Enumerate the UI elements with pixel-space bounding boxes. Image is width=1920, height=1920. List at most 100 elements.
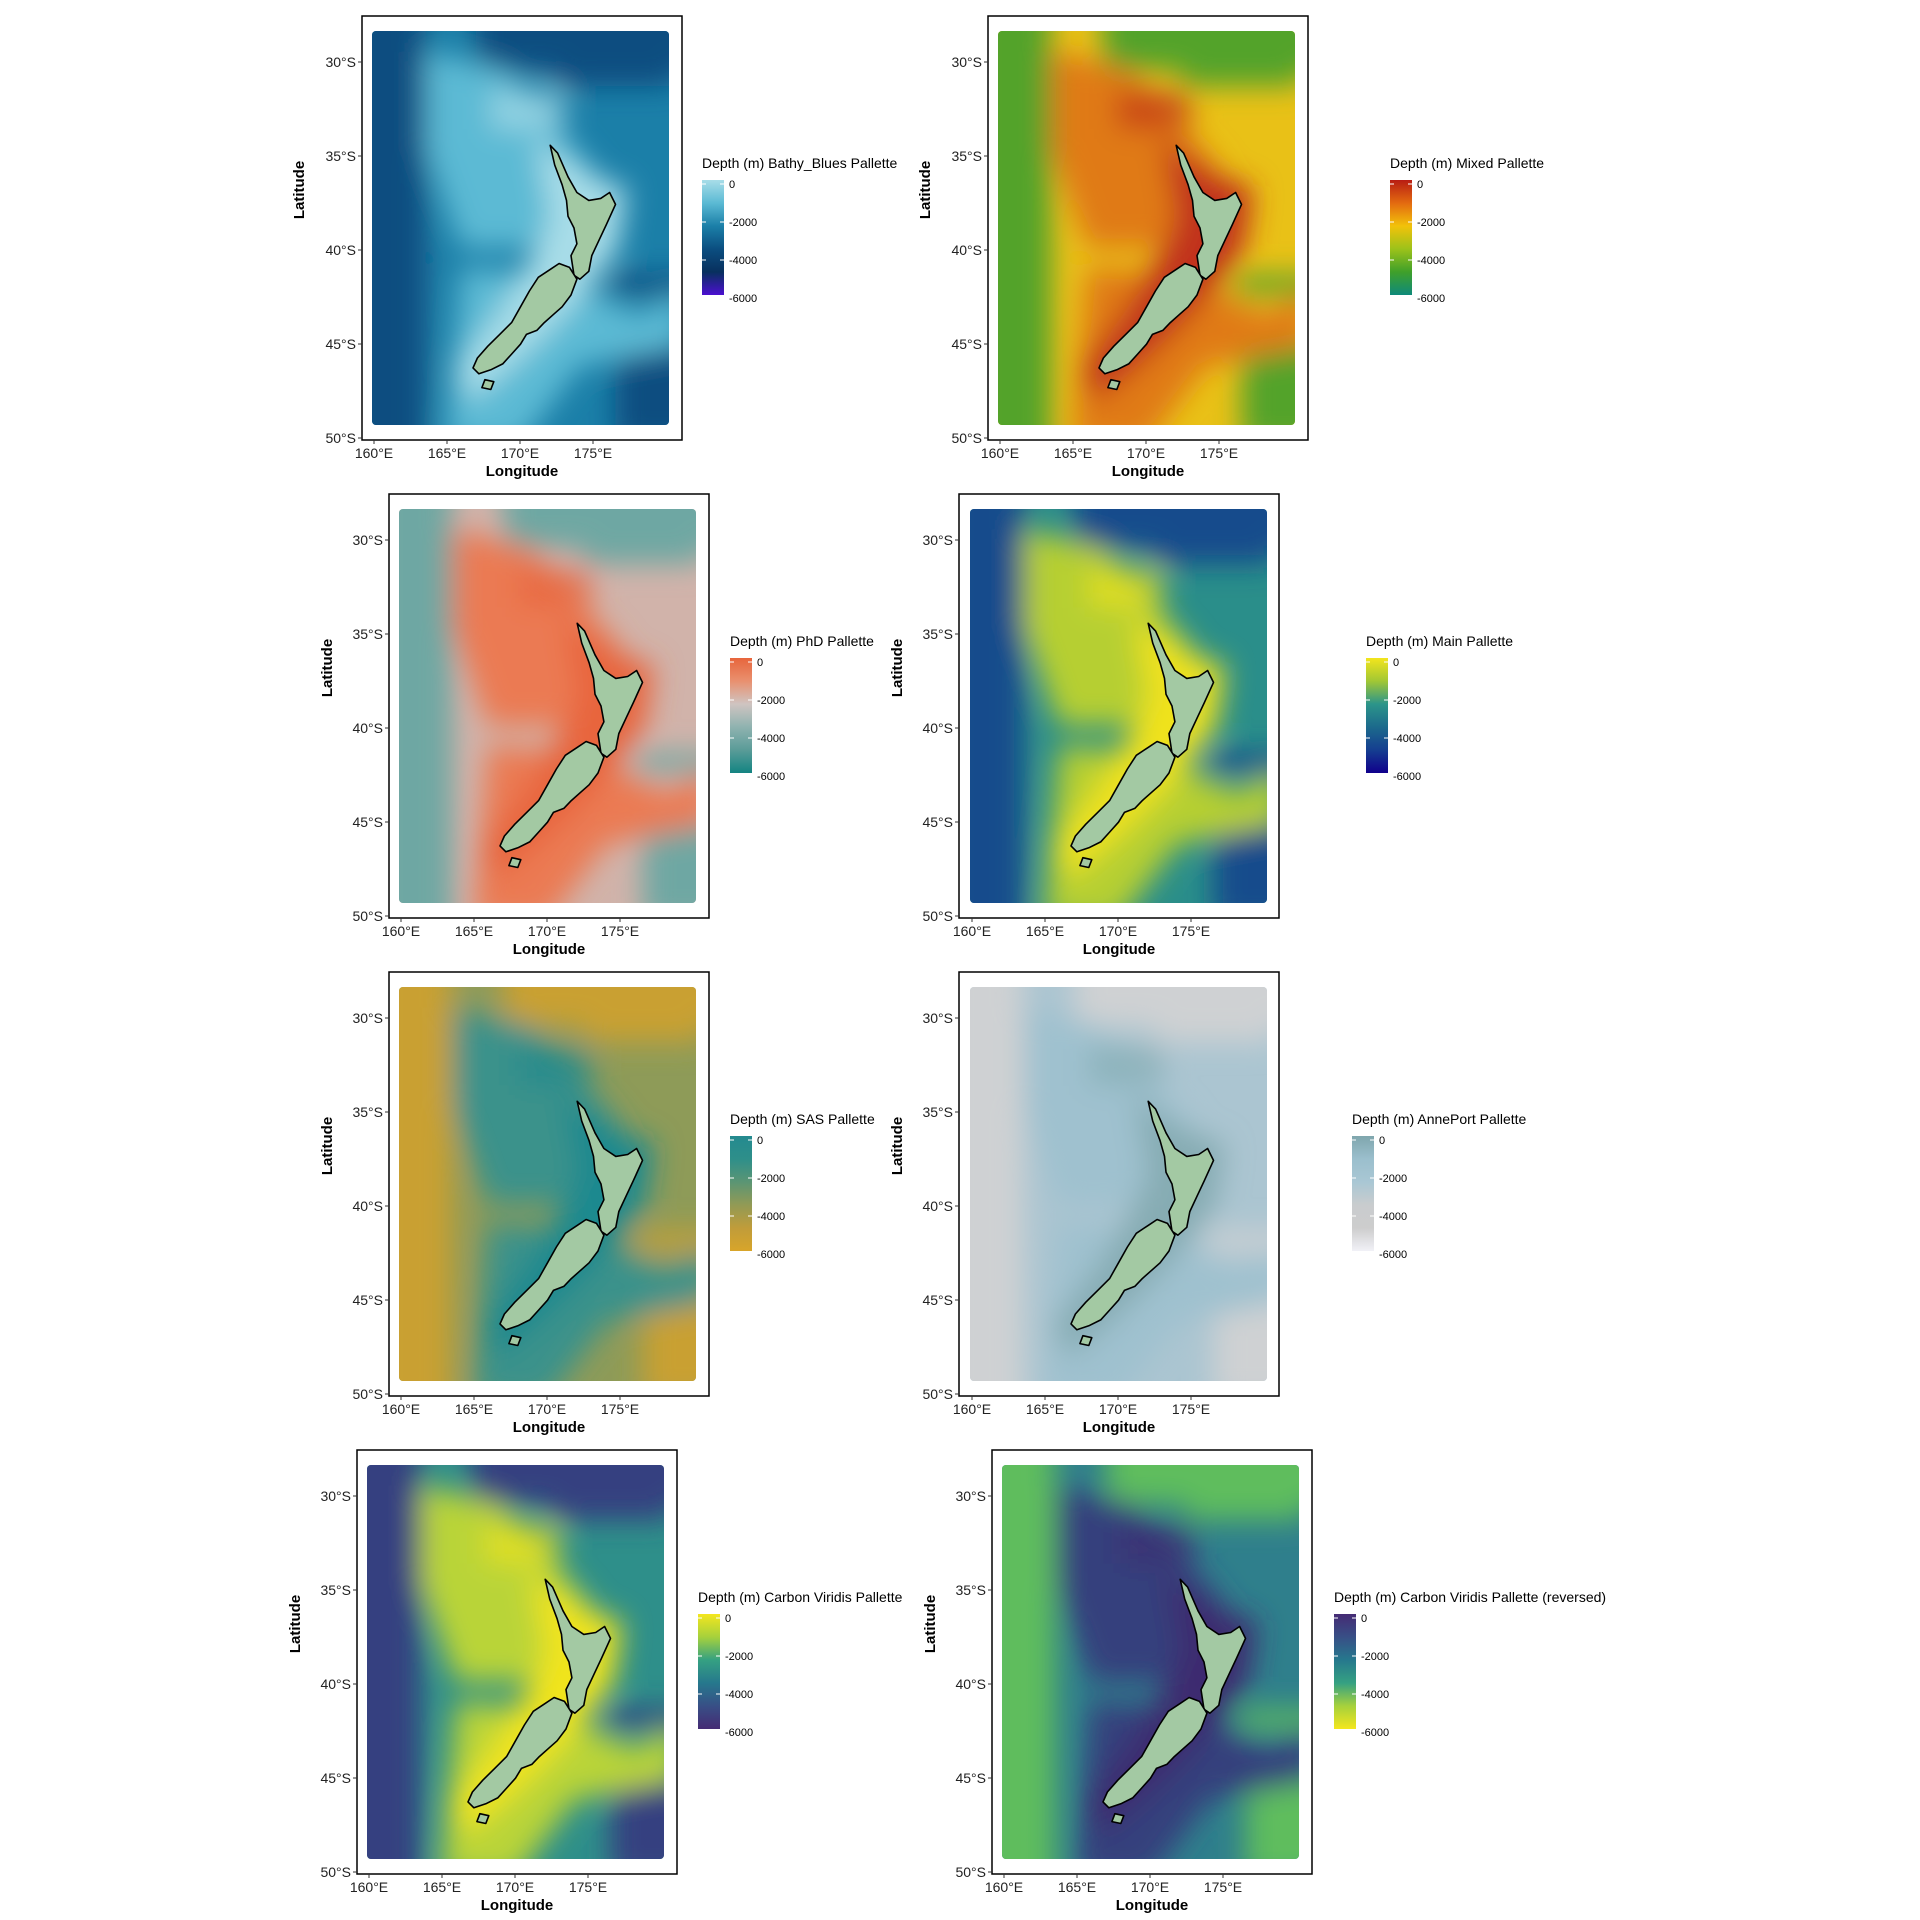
y-tick-label: 40°S: [320, 1676, 351, 1692]
y-tick-label: 50°S: [922, 1386, 953, 1402]
x-tick-label: 165°E: [1026, 923, 1064, 939]
x-tick-label: 165°E: [1054, 445, 1092, 461]
legend-title: Depth (m) Main Pallette: [1366, 633, 1513, 649]
x-axis: 160°E 165°E 170°E 175°E Longitude: [985, 1874, 1242, 1914]
y-tick-label: 50°S: [352, 1386, 383, 1402]
x-axis: 160°E 165°E 170°E 175°E Longitude: [953, 1396, 1210, 1436]
north-island: [576, 1100, 644, 1236]
south-island: [1070, 1218, 1176, 1331]
y-tick-label: 45°S: [951, 336, 982, 352]
y-axis-title: Latitude: [319, 639, 336, 697]
x-tick-label: 175°E: [569, 1879, 607, 1895]
south-island: [1070, 740, 1176, 853]
legend-tick-label: -4000: [1417, 255, 1445, 267]
legend-title: Depth (m) Carbon Viridis Pallette: [698, 1589, 903, 1605]
y-axis-title: Latitude: [889, 639, 906, 697]
y-tick-label: 45°S: [922, 1292, 953, 1308]
y-tick-label: 45°S: [352, 814, 383, 830]
map-panel-6: 160°E 165°E 170°E 175°E Longitude 30°S 35°S 40°…: [889, 971, 1527, 1436]
y-axis-title: Latitude: [319, 1117, 336, 1175]
north-island: [549, 144, 617, 280]
south-island: [472, 262, 578, 375]
x-tick-label: 165°E: [1058, 1879, 1096, 1895]
legend-tick-label: -4000: [757, 1211, 785, 1223]
new-zealand-landmass: [1098, 144, 1243, 391]
x-tick-label: 175°E: [1204, 1879, 1242, 1895]
x-tick-label: 160°E: [355, 445, 393, 461]
depth-legend: Depth (m) Main Pallette 0 -2000 -4000 -6000: [1366, 633, 1513, 783]
legend-title: Depth (m) Bathy_Blues Pallette: [702, 155, 898, 171]
x-tick-label: 170°E: [1131, 1879, 1169, 1895]
legend-colorbar: [730, 1136, 752, 1251]
legend-tick-label: 0: [1417, 179, 1423, 191]
new-zealand-landmass: [1102, 1578, 1247, 1825]
x-tick-label: 160°E: [350, 1879, 388, 1895]
legend-tick-label: 0: [729, 179, 735, 191]
y-tick-label: 35°S: [352, 1104, 383, 1120]
legend-tick-label: -2000: [757, 1173, 785, 1185]
x-tick-label: 170°E: [496, 1879, 534, 1895]
x-axis-title: Longitude: [1083, 941, 1155, 958]
south-island: [1102, 1696, 1208, 1809]
depth-legend: Depth (m) AnnePort Pallette 0 -2000 -4000 -6…: [1352, 1111, 1527, 1261]
y-tick-label: 30°S: [320, 1488, 351, 1504]
legend-colorbar: [730, 658, 752, 773]
y-tick-label: 40°S: [352, 720, 383, 736]
stewart-island: [481, 378, 495, 391]
bathymetry-raster: [970, 987, 1267, 1381]
map-panel-3: 160°E 165°E 170°E 175°E Longitude 30°S 35°S 40°…: [319, 493, 874, 958]
y-tick-label: 35°S: [955, 1582, 986, 1598]
stewart-island: [476, 1812, 490, 1825]
bathymetry-raster: [399, 509, 696, 903]
legend-colorbar: [1352, 1136, 1374, 1251]
depth-legend: Depth (m) PhD Pallette 0 -2000 -4000 -6000: [730, 633, 874, 783]
x-axis-title: Longitude: [513, 1419, 585, 1436]
y-tick-label: 50°S: [951, 430, 982, 446]
bathymetry-raster: [399, 987, 696, 1381]
south-island: [499, 1218, 605, 1331]
y-tick-label: 50°S: [955, 1864, 986, 1880]
legend-tick-label: -2000: [1379, 1173, 1407, 1185]
map-grid: 160°E 165°E 170°E 175°E Longitude 30°S 35°S 40°…: [287, 15, 1606, 1914]
legend-colorbar: [698, 1614, 720, 1729]
x-tick-label: 170°E: [1127, 445, 1165, 461]
y-axis: 30°S 35°S 40°S 45°S 50°S Latitude: [922, 1488, 992, 1880]
map-panel-5: 160°E 165°E 170°E 175°E Longitude 30°S 35°S 40°…: [319, 971, 875, 1436]
x-axis: 160°E 165°E 170°E 175°E Longitude: [382, 918, 639, 958]
y-tick-label: 45°S: [325, 336, 356, 352]
legend-tick-label: -4000: [725, 1689, 753, 1701]
stewart-island: [1107, 378, 1121, 391]
bathymetry-raster: [970, 509, 1267, 903]
x-axis-title: Longitude: [1116, 1897, 1188, 1914]
x-axis: 160°E 165°E 170°E 175°E Longitude: [981, 440, 1238, 480]
x-tick-label: 170°E: [1099, 1401, 1137, 1417]
x-tick-label: 160°E: [382, 1401, 420, 1417]
map-panel-7: 160°E 165°E 170°E 175°E Longitude 30°S 35°S 40°…: [287, 1449, 903, 1914]
y-axis: 30°S 35°S 40°S 45°S 50°S Latitude: [889, 1010, 959, 1402]
y-tick-label: 40°S: [955, 1676, 986, 1692]
x-tick-label: 170°E: [1099, 923, 1137, 939]
north-island: [1147, 622, 1215, 758]
new-zealand-landmass: [1070, 1100, 1215, 1347]
legend-tick-label: -4000: [729, 255, 757, 267]
map-panel-8: 160°E 165°E 170°E 175°E Longitude 30°S 35°S 40°…: [922, 1449, 1606, 1914]
x-tick-label: 160°E: [985, 1879, 1023, 1895]
x-tick-label: 160°E: [382, 923, 420, 939]
depth-legend: Depth (m) SAS Pallette 0 -2000 -4000 -6000: [730, 1111, 875, 1261]
x-tick-label: 160°E: [953, 1401, 991, 1417]
legend-tick-label: 0: [725, 1613, 731, 1625]
x-axis-title: Longitude: [1112, 463, 1184, 480]
legend-tick-label: -6000: [725, 1727, 753, 1739]
legend-title: Depth (m) SAS Pallette: [730, 1111, 875, 1127]
legend-colorbar: [1366, 658, 1388, 773]
legend-tick-label: -4000: [1393, 733, 1421, 745]
legend-tick-label: -2000: [1361, 1651, 1389, 1663]
legend-tick-label: 0: [1379, 1135, 1385, 1147]
bathymetry-raster: [367, 1465, 664, 1859]
bathymetry-raster: [372, 31, 669, 425]
x-axis: 160°E 165°E 170°E 175°E Longitude: [355, 440, 612, 480]
legend-tick-label: -6000: [1379, 1249, 1407, 1261]
north-island: [576, 622, 644, 758]
legend-tick-label: -2000: [725, 1651, 753, 1663]
